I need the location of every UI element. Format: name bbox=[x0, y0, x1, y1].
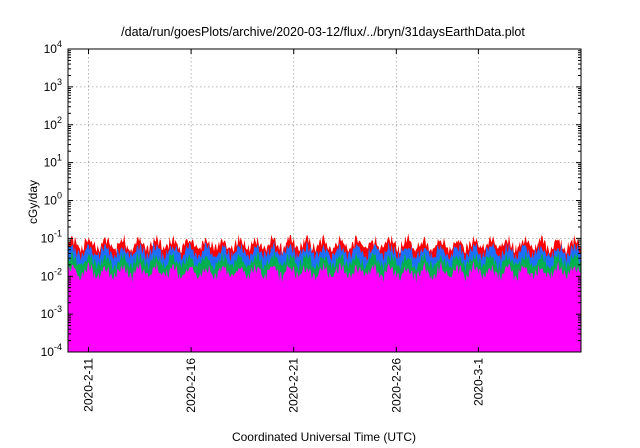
x-tick-label: 2020-3-1 bbox=[471, 358, 485, 406]
y-tick-label: 10-1 bbox=[41, 228, 62, 245]
x-axis: 2020-2-11 2020-2-16 2020-2-21 2020-2-26 2020… bbox=[82, 49, 485, 413]
dropout-spike bbox=[104, 273, 108, 352]
x-tick-label: 2020-2-11 bbox=[82, 358, 96, 412]
y-tick-label: 100 bbox=[44, 191, 62, 208]
series-areas bbox=[68, 233, 581, 352]
x-axis-label: Coordinated Universal Time (UTC) bbox=[232, 430, 416, 444]
y-axis-label: cGy/day bbox=[26, 180, 40, 224]
chart-title: /data/run/goesPlots/archive/2020-03-12/f… bbox=[121, 25, 525, 39]
dropout-spike bbox=[530, 273, 533, 352]
x-tick-label: 2020-2-26 bbox=[389, 358, 403, 413]
y-tick-label: 102 bbox=[44, 115, 62, 132]
y-tick-label: 10-2 bbox=[41, 266, 62, 283]
dropout-spike bbox=[384, 273, 387, 352]
dropout-spike bbox=[145, 273, 149, 352]
y-tick-label: 10-3 bbox=[41, 304, 62, 321]
y-tick-label: 10-4 bbox=[41, 342, 62, 359]
x-tick-label: 2020-2-16 bbox=[184, 358, 198, 413]
y-axis: 10-4 10-3 10-2 10-1 100 101 102 103 104 bbox=[41, 39, 581, 359]
y-tick-label: 101 bbox=[44, 153, 62, 170]
x-tick-label: 2020-2-21 bbox=[287, 358, 301, 413]
dropout-spike bbox=[288, 273, 291, 352]
series-area bbox=[68, 260, 581, 352]
dropout-spike bbox=[439, 273, 443, 352]
dropout-spike bbox=[571, 273, 574, 352]
y-tick-label: 104 bbox=[44, 39, 62, 56]
y-tick-label: 103 bbox=[44, 77, 62, 94]
